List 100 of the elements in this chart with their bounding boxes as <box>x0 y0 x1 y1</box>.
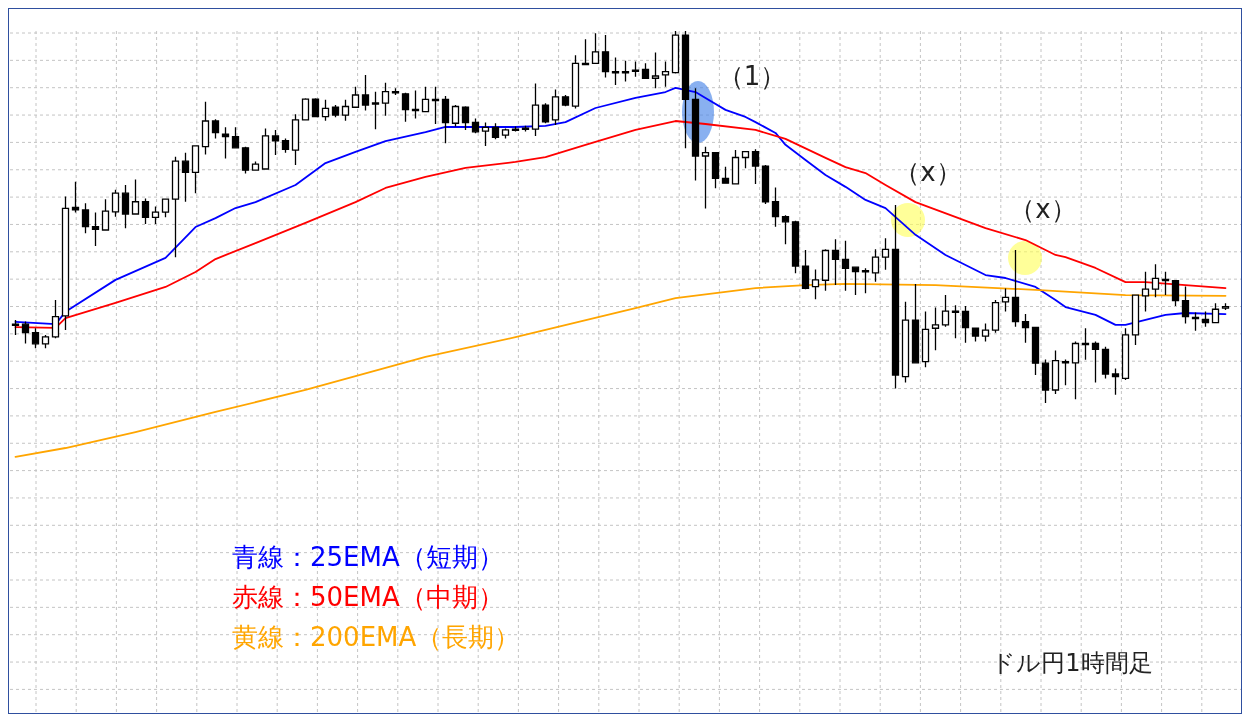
candlestick <box>1021 313 1030 344</box>
candlestick <box>171 156 180 258</box>
candlestick <box>231 126 240 149</box>
candlestick <box>141 197 150 225</box>
candlestick <box>381 82 390 117</box>
candlestick <box>301 97 310 121</box>
text: 赤線：50EMA（中期） <box>232 582 504 612</box>
candlestick <box>281 137 290 154</box>
candlestick <box>131 178 140 215</box>
candlestick <box>541 102 550 124</box>
candlestick <box>591 32 600 65</box>
candlestick <box>1081 327 1090 361</box>
candlestick <box>501 127 510 140</box>
candlestick <box>261 127 270 170</box>
candlestick <box>71 181 80 214</box>
candlestick <box>91 211 100 247</box>
candlestick <box>191 145 200 194</box>
candlestick <box>921 310 930 368</box>
candlestick <box>31 327 40 349</box>
candlestick <box>771 186 780 228</box>
candlestick <box>251 160 260 171</box>
candlestick <box>81 202 90 235</box>
candlestick <box>431 86 440 125</box>
candlestick <box>531 82 540 137</box>
candlestick <box>621 60 630 83</box>
candlestick <box>811 268 820 300</box>
candlestick <box>521 125 530 133</box>
candlestick <box>1091 340 1100 384</box>
candlestick <box>181 151 190 203</box>
candlestick <box>1011 249 1020 328</box>
candlestick <box>791 220 800 274</box>
candlestick <box>461 105 470 131</box>
candlestick <box>751 148 760 185</box>
candlestick <box>221 126 230 160</box>
candlestick <box>641 62 650 80</box>
candlestick <box>971 326 980 343</box>
candlestick <box>831 238 840 286</box>
candlestick <box>861 267 870 294</box>
candlestick <box>1041 358 1050 404</box>
candlestick <box>1161 271 1170 296</box>
text: 青線：25EMA（短期） <box>232 542 504 572</box>
annotation: （x） <box>1009 194 1077 224</box>
candlestick <box>1061 358 1070 386</box>
candlestick <box>1101 346 1110 380</box>
candlestick <box>391 87 400 96</box>
candlestick <box>341 99 350 122</box>
candlestick <box>161 197 170 219</box>
candlestick <box>581 38 590 66</box>
candlestick <box>51 299 60 339</box>
candlestick <box>1111 367 1120 396</box>
candlestick <box>1191 311 1200 332</box>
candlestick <box>561 94 570 107</box>
candlestick <box>11 319 20 336</box>
candlestick <box>21 320 30 345</box>
candlestick <box>701 146 710 210</box>
candlestick <box>681 30 690 149</box>
candlestick <box>1171 279 1180 307</box>
candlestick <box>991 299 1000 334</box>
candlestick <box>121 184 130 229</box>
candlestick <box>1031 326 1040 376</box>
candlestick <box>611 56 620 86</box>
candlestick <box>1001 287 1010 313</box>
candlestick <box>411 89 420 120</box>
candlestick <box>1221 302 1230 311</box>
candlestick <box>711 151 720 190</box>
candlestick <box>111 189 120 218</box>
candlestick <box>761 164 770 205</box>
candlestick <box>801 249 810 290</box>
candlestick <box>1131 294 1140 346</box>
candlestick <box>821 248 830 292</box>
candlestick <box>491 122 500 140</box>
candlestick <box>201 101 210 156</box>
candlestick <box>361 74 370 112</box>
text: ドル円1時間足 <box>991 649 1153 677</box>
text: 黄線：200EMA（長期） <box>232 622 521 652</box>
candlestick <box>151 205 160 225</box>
candlestick <box>651 51 660 89</box>
candlestick <box>211 118 220 140</box>
candlestick <box>401 92 410 123</box>
candlestick <box>941 294 950 328</box>
candlestick <box>661 60 670 88</box>
candlestick <box>671 30 680 75</box>
candlestick <box>1141 271 1150 313</box>
candlestick <box>851 266 860 296</box>
candlestick <box>571 54 580 110</box>
candlestick <box>961 305 970 344</box>
candlestick <box>631 60 640 78</box>
candlestick <box>351 86 360 108</box>
candlestick <box>441 95 450 144</box>
candlestick <box>101 198 110 231</box>
annotation: （1） <box>717 61 787 91</box>
candlestick <box>451 104 460 128</box>
candlestick <box>781 214 790 245</box>
candlestick <box>1181 285 1190 325</box>
candlestick <box>841 240 850 292</box>
candlestick <box>951 304 960 339</box>
candlestick <box>271 129 280 156</box>
candlestick <box>311 97 320 118</box>
candlestick <box>741 150 750 169</box>
candlestick <box>321 99 330 122</box>
